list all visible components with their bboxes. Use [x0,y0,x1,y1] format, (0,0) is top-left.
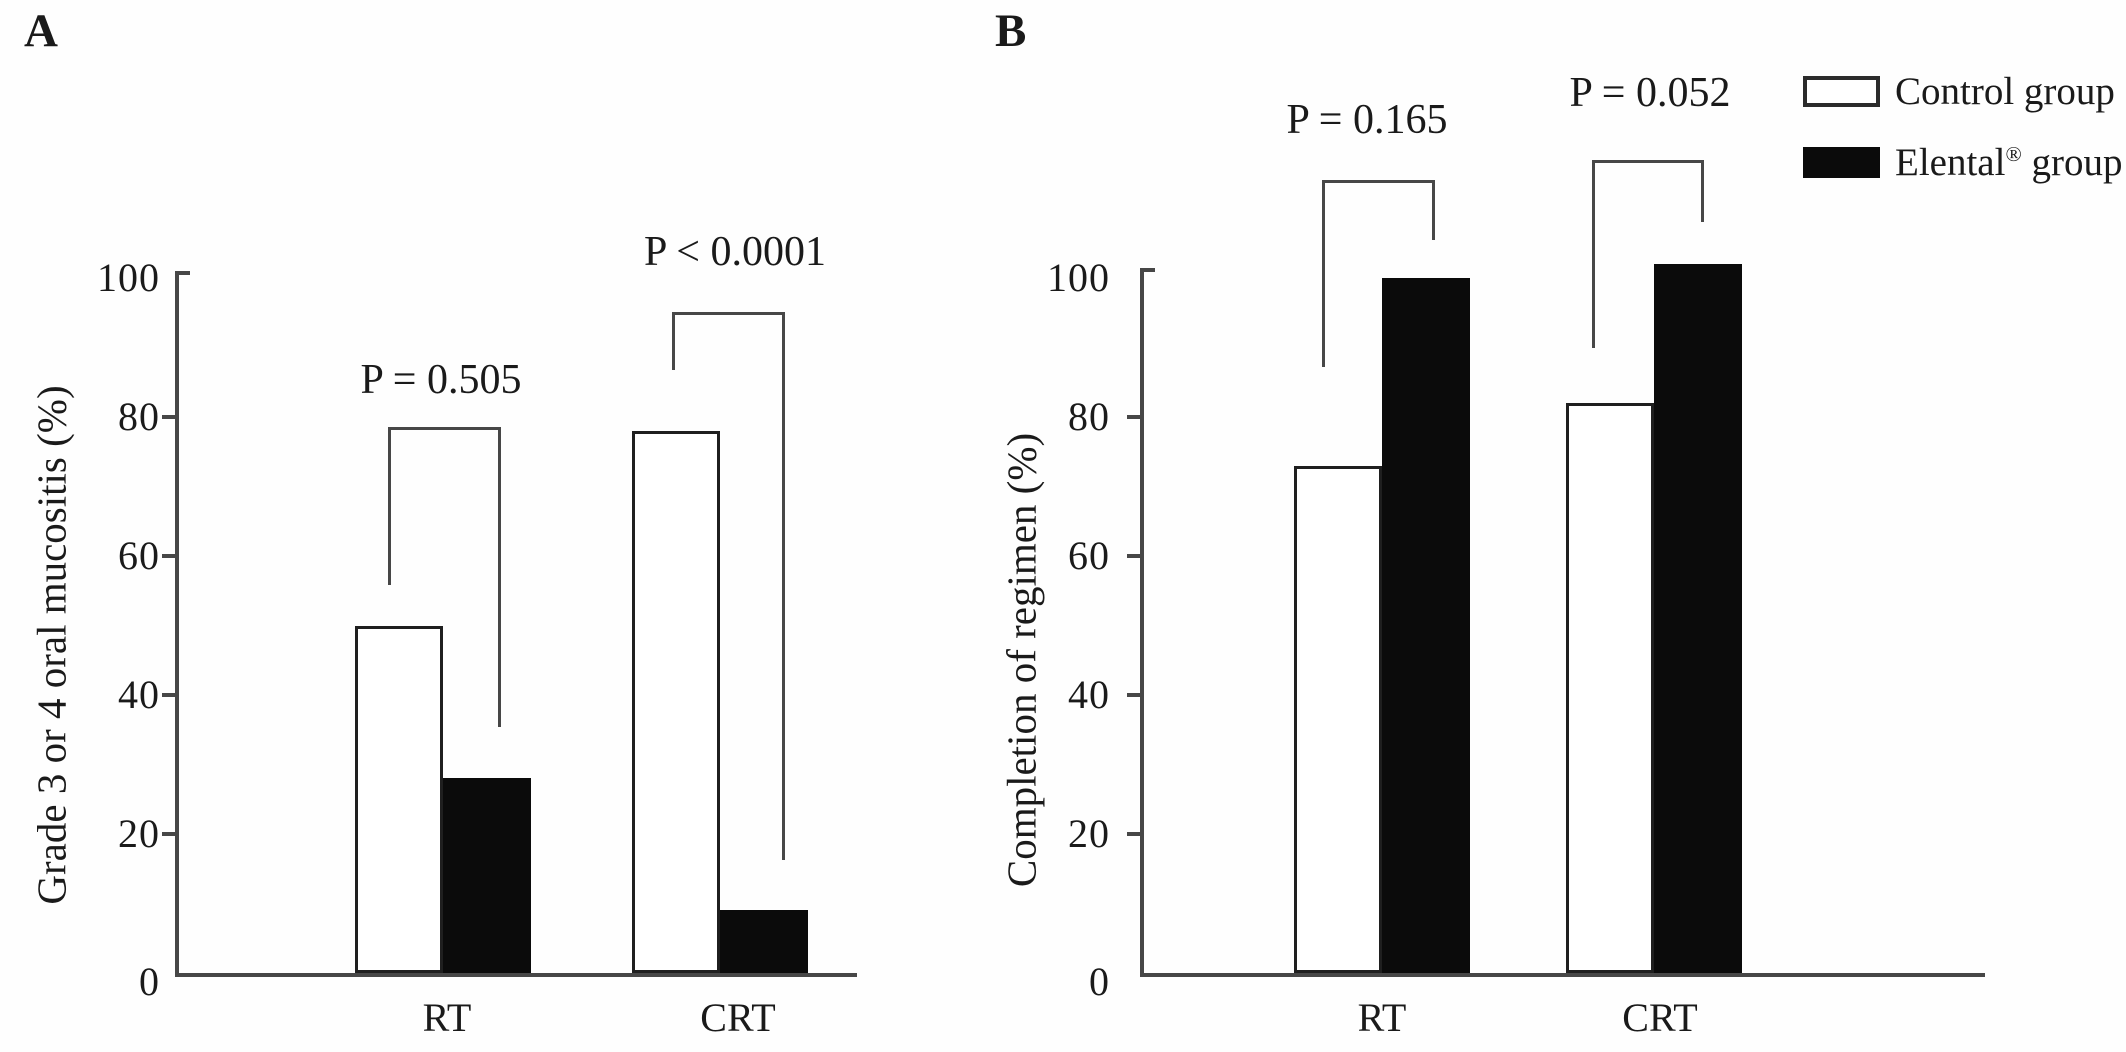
a-y-tick-label-80: 80 [118,394,160,439]
b-crt-elental-bar [1654,264,1742,973]
b-rt-p-value-label: P = 0.165 [1286,97,1448,143]
a-y-tick-mark-20 [162,832,175,836]
b-crt-p-value-label: P = 0.052 [1569,70,1731,116]
a-rt-bracket-left-leg [388,427,391,585]
a-y-tick-mark-40 [162,693,175,697]
a-rt-p-value-label: P = 0.505 [360,357,522,403]
b-y-axis-top-tick [1140,268,1155,272]
a-y-tick-label-40: 40 [118,672,160,717]
panel-a-label: A [24,5,58,57]
legend-swatch-control [1803,76,1880,107]
b-y-axis-line [1140,268,1144,973]
legend-entry-elental: Elental® group [1803,143,2123,182]
a-rt-elental-bar [443,778,531,973]
a-x-category-label-rt: RT [422,995,472,1040]
b-y-tick-mark-80 [1127,415,1140,419]
b-y-tick-mark-20 [1127,832,1140,836]
a-y-tick-mark-60 [162,554,175,558]
b-y-tick-label-100: 100 [1047,255,1110,300]
b-y-tick-label-40: 40 [1068,672,1110,717]
legend-swatch-elental [1803,147,1880,178]
b-x-axis-line [1140,973,1985,977]
b-y-tick-label-0: 0 [1089,959,1110,1004]
a-y-tick-mark-80 [162,415,175,419]
a-crt-bracket-right-leg [782,312,785,860]
b-x-category-label-rt: RT [1357,995,1407,1040]
b-y-tick-mark-40 [1127,693,1140,697]
b-y-tick-label-20: 20 [1068,811,1110,856]
a-y-tick-label-20: 20 [118,811,160,856]
a-y-tick-label-60: 60 [118,533,160,578]
a-y-tick-label-0: 0 [139,959,160,1004]
b-rt-bracket-right-leg [1432,180,1435,240]
a-x-category-label-crt: CRT [700,995,776,1040]
b-y-tick-label-60: 60 [1068,533,1110,578]
b-crt-bracket-top [1592,160,1704,163]
a-crt-p-value-label: P < 0.0001 [644,229,826,275]
b-crt-bracket-right-leg [1701,160,1704,222]
a-crt-bracket-left-leg [672,312,675,370]
b-rt-elental-bar [1382,278,1470,973]
b-y-tick-label-80: 80 [1068,394,1110,439]
b-y-tick-mark-60 [1127,554,1140,558]
a-rt-control-bar [355,625,443,973]
panel-b-label: B [995,5,1027,57]
a-x-axis-line [175,973,857,977]
legend-label-control: Control group [1895,70,2115,113]
a-y-axis-line [175,271,179,973]
legend-entry-control: Control group [1803,72,2115,111]
a-crt-elental-bar [720,910,808,973]
a-rt-bracket-top [388,427,501,430]
legend-label-elental: Elental® group [1895,141,2123,184]
a-crt-bracket-top [672,312,785,315]
b-rt-bracket-left-leg [1322,180,1325,367]
b-rt-control-bar [1294,465,1382,973]
a-y-axis-top-tick [175,271,190,275]
b-crt-control-bar [1566,403,1654,973]
a-crt-control-bar [632,430,720,973]
b-crt-bracket-left-leg [1592,160,1595,348]
a-y-tick-label-100: 100 [97,255,160,300]
b-x-category-label-crt: CRT [1622,995,1698,1040]
b-rt-bracket-top [1322,180,1435,183]
a-rt-bracket-right-leg [498,427,501,727]
